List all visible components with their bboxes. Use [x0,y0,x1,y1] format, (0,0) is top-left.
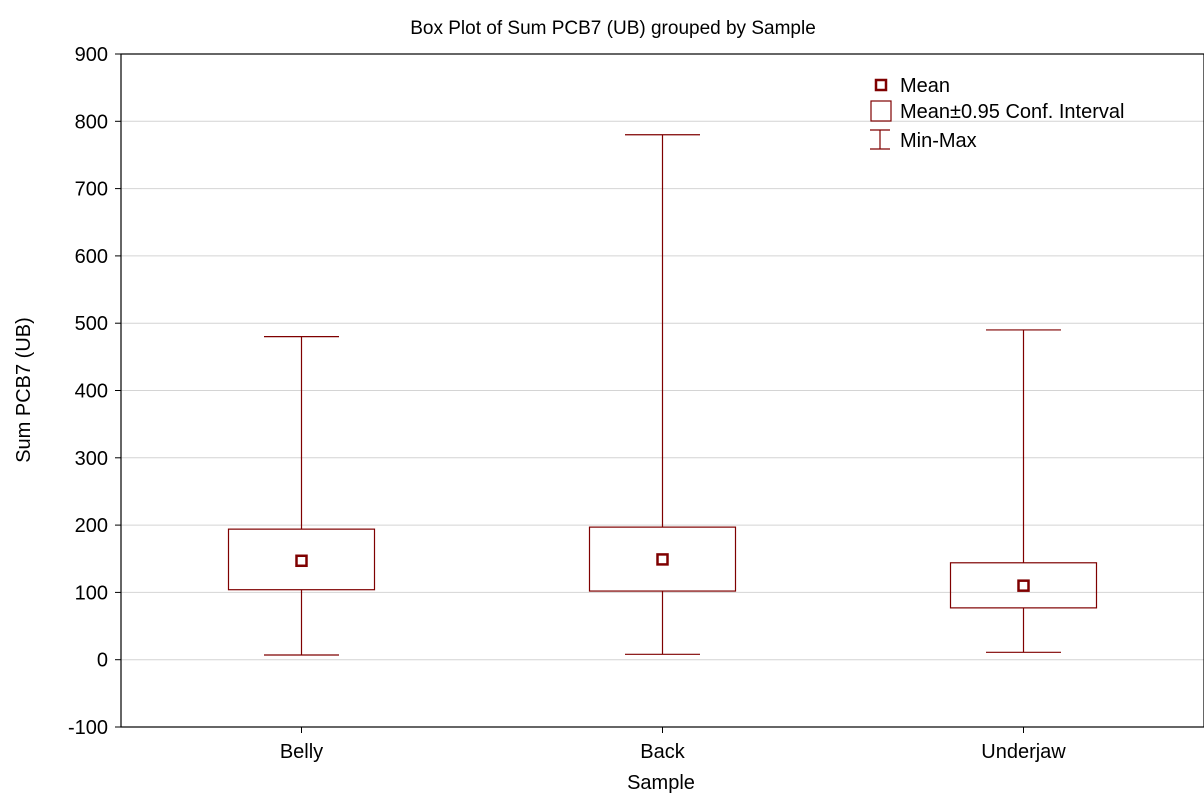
legend-ci-marker [870,100,892,122]
y-tick-label: 100 [75,582,108,604]
y-tick-label: 800 [75,111,108,133]
x-tick-label: Belly [280,741,323,763]
x-axis: Belly Back Underjaw [280,727,1066,763]
legend-mean-marker [874,78,888,92]
box-back [588,134,737,655]
y-tick-label: 600 [75,246,108,268]
legend-minmax-marker [870,129,890,150]
y-tick-label: -100 [68,717,108,739]
box-underjaw [949,329,1098,653]
x-tick-label: Back [640,741,685,763]
y-tick-label: 400 [75,381,108,403]
ci-box [949,562,1098,609]
ci-box [588,526,737,592]
box-belly [227,336,376,656]
y-tick-label: 900 [75,44,108,66]
chart-title: Box Plot of Sum PCB7 (UB) grouped by Sam… [410,18,816,39]
y-tick-label: 500 [75,313,108,335]
legend-label-minmax: Min-Max [900,130,977,152]
legend: Mean Mean±0.95 Conf. Interval Min-Max [870,75,1124,152]
box-series [227,134,1098,656]
mean-marker [656,553,669,566]
y-tick-label: 0 [97,650,108,672]
legend-label-ci: Mean±0.95 Conf. Interval [900,101,1124,123]
y-axis-label: Sum PCB7 (UB) [13,317,35,463]
legend-label-mean: Mean [900,75,950,97]
y-axis: -100 0 100 200 300 400 500 600 700 800 900 [68,44,121,739]
mean-marker [295,554,308,568]
mean-marker [1017,579,1030,592]
y-tick-label: 300 [75,448,108,470]
y-tick-label: 200 [75,515,108,537]
x-tick-label: Underjaw [981,741,1066,763]
y-tick-label: 700 [75,179,108,201]
ci-box [227,528,376,591]
x-axis-label: Sample [627,772,695,794]
